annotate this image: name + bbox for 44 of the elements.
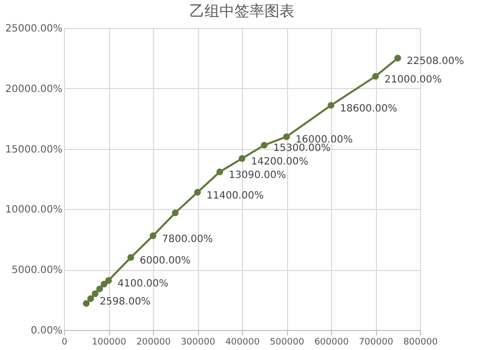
y-tick-label: 5000.00%: [12, 265, 62, 276]
chart-title: 乙组中签率图表: [190, 2, 294, 20]
point: [238, 155, 246, 162]
point: [82, 300, 90, 307]
point: [372, 72, 379, 80]
x-tick-label: 300000: [180, 338, 216, 348]
point: [87, 295, 94, 302]
x-tick-label: 800000: [403, 338, 438, 348]
data-label: 11400.00%: [206, 190, 264, 202]
x-tick-label: 100000: [92, 338, 126, 348]
y-tick-label: 0.00%: [30, 326, 62, 336]
x-tick-label: 700000: [358, 338, 394, 348]
data-label: 22508.00%: [406, 56, 464, 68]
data-label: 18600.00%: [340, 103, 398, 114]
point: [394, 54, 402, 62]
data-label: 15300.00%: [273, 143, 330, 154]
point: [260, 142, 268, 149]
data-label: 14200.00%: [251, 156, 308, 168]
data-label: 4100.00%: [118, 278, 168, 290]
point: [194, 188, 201, 196]
data-label: 2598.00%: [100, 296, 151, 308]
y-tick-label: 20000.00%: [5, 84, 62, 95]
point: [216, 168, 224, 176]
data-label: 7800.00%: [162, 234, 213, 245]
point: [100, 280, 108, 288]
point: [328, 102, 334, 109]
point: [127, 254, 134, 261]
x-tick-label: 400000: [225, 338, 260, 348]
y-tick-label: 15000.00%: [5, 144, 62, 156]
point: [92, 290, 99, 298]
point: [150, 232, 156, 240]
x-tick-label: 500000: [270, 338, 304, 348]
x-tick-label: 600000: [314, 338, 349, 348]
data-label: 21000.00%: [384, 74, 442, 86]
data-label: 6000.00%: [140, 256, 191, 267]
data-label: 13090.00%: [228, 170, 286, 181]
point: [172, 209, 179, 216]
x-tick-label: 0: [62, 338, 68, 348]
point: [96, 286, 103, 292]
y-tick-label: 25000.00%: [5, 24, 62, 34]
point: [105, 277, 112, 284]
x-tick-label: 200000: [136, 338, 171, 348]
point: [283, 133, 290, 140]
y-tick-label: 10000.00%: [5, 204, 62, 216]
